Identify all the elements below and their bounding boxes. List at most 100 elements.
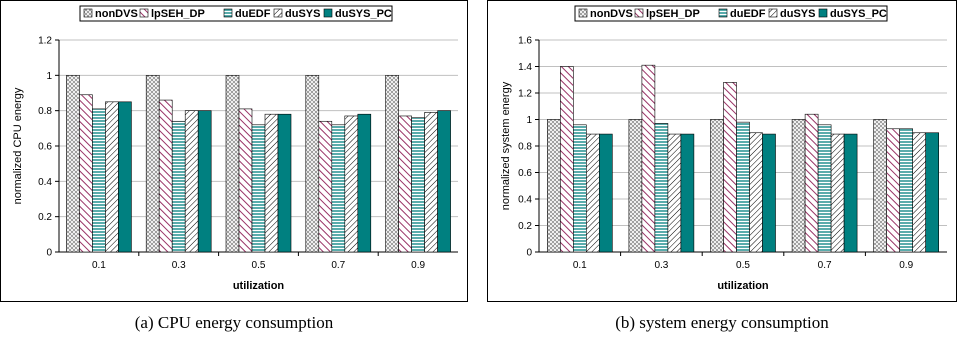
bar	[225, 75, 240, 253]
bar	[873, 119, 888, 253]
legend-box	[79, 5, 393, 22]
bar	[791, 119, 806, 253]
bar	[145, 75, 160, 253]
chart-caption: (b) system energy consumption	[615, 313, 829, 332]
x-tick-label: 0.3	[654, 260, 668, 271]
bar	[171, 120, 186, 253]
y-tick-label: 0	[46, 248, 52, 259]
legend-label: duSYS	[780, 8, 815, 20]
bar	[817, 124, 832, 253]
legend-swatch	[578, 8, 588, 18]
legend-label: duSYS_PC	[830, 8, 887, 20]
bar	[318, 120, 333, 253]
legend-box	[574, 5, 888, 22]
y-tick-label: 1.2	[518, 89, 532, 100]
legend-swatch	[139, 8, 149, 18]
legend-swatch	[718, 8, 728, 18]
x-tick-label: 0.9	[899, 260, 913, 271]
y-tick-label: 1.6	[518, 36, 532, 47]
x-tick-label: 0.7	[818, 260, 832, 271]
y-tick-label: 0	[526, 248, 532, 259]
x-tick-label: 0.5	[252, 260, 266, 271]
bar	[105, 101, 119, 253]
legend-label: lpSEH_DP	[646, 8, 700, 20]
x-axis-title: utilization	[717, 280, 769, 292]
legend-swatch	[83, 8, 93, 18]
chart-caption: (a) CPU energy consumption	[134, 313, 334, 332]
bar	[411, 117, 425, 253]
bar	[573, 124, 587, 253]
bar	[641, 64, 656, 253]
bar	[886, 128, 901, 253]
y-tick-label: 0.6	[38, 142, 52, 153]
y-tick-label: 1	[46, 71, 52, 82]
bar	[92, 108, 106, 253]
legend-swatch	[768, 8, 778, 18]
bar	[79, 94, 93, 253]
bar	[628, 119, 643, 253]
bar	[158, 99, 173, 253]
bar	[546, 119, 561, 253]
legend-swatch	[323, 8, 333, 18]
system-energy-chart: nonDVS lpSEH_DP duEDF duSYS duSYS_PC 0 0.2 0.4 0…	[500, 5, 947, 292]
x-tick-label: 0.5	[736, 260, 750, 271]
legend-label: duSYS	[285, 8, 320, 20]
bar	[912, 132, 927, 253]
legend-label: duEDF	[235, 8, 271, 20]
bar	[899, 128, 914, 253]
bar	[925, 132, 940, 253]
bar	[830, 133, 845, 253]
bar	[424, 112, 438, 253]
legend-label: lpSEH_DP	[151, 8, 205, 20]
bar	[736, 121, 750, 253]
bar	[667, 133, 682, 253]
bar	[197, 110, 212, 253]
legend-label: duEDF	[730, 8, 766, 20]
legend-label: nonDVS	[95, 8, 138, 20]
bar	[66, 75, 80, 253]
bar	[331, 124, 346, 253]
x-tick-label: 0.1	[573, 260, 587, 271]
x-tick-label: 0.1	[92, 260, 106, 271]
bar	[599, 133, 613, 253]
y-tick-label: 0.2	[38, 212, 52, 223]
y-tick-label: 1.4	[518, 62, 532, 73]
legend-swatch	[818, 8, 828, 18]
y-tick-label: 0.4	[518, 195, 532, 206]
x-tick-label: 0.3	[172, 260, 186, 271]
bar	[560, 66, 574, 253]
bar	[251, 124, 266, 253]
bar	[586, 133, 600, 253]
x-tick-label: 0.9	[411, 260, 425, 271]
y-tick-label: 0.6	[518, 168, 532, 179]
y-tick-label: 1.2	[38, 36, 52, 47]
bar	[277, 113, 292, 253]
legend-label: duSYS_PC	[335, 8, 392, 20]
bar	[843, 133, 858, 253]
y-tick-label: 0.4	[38, 177, 52, 188]
bar	[357, 113, 372, 253]
bar	[762, 133, 776, 253]
y-axis-title: normalized system energy	[500, 81, 512, 210]
bar	[238, 108, 253, 253]
legend-swatch	[273, 8, 283, 18]
bar	[398, 115, 412, 253]
x-tick-label: 0.7	[331, 260, 345, 271]
bar	[804, 113, 819, 253]
y-tick-label: 0.2	[518, 221, 532, 232]
bar	[680, 133, 695, 253]
y-tick-label: 1	[526, 115, 532, 126]
bar	[305, 75, 320, 253]
y-axis-title: normalized CPU energy	[12, 87, 24, 204]
bar	[437, 110, 451, 253]
bar	[264, 113, 279, 253]
bar	[385, 75, 399, 253]
legend-swatch	[223, 8, 233, 18]
x-axis-title: utilization	[233, 280, 285, 292]
bar	[118, 101, 132, 253]
legend-label: nonDVS	[590, 8, 633, 20]
bar	[710, 119, 724, 253]
y-tick-label: 0.8	[518, 142, 532, 153]
y-tick-label: 0.8	[38, 106, 52, 117]
legend-swatch	[634, 8, 644, 18]
